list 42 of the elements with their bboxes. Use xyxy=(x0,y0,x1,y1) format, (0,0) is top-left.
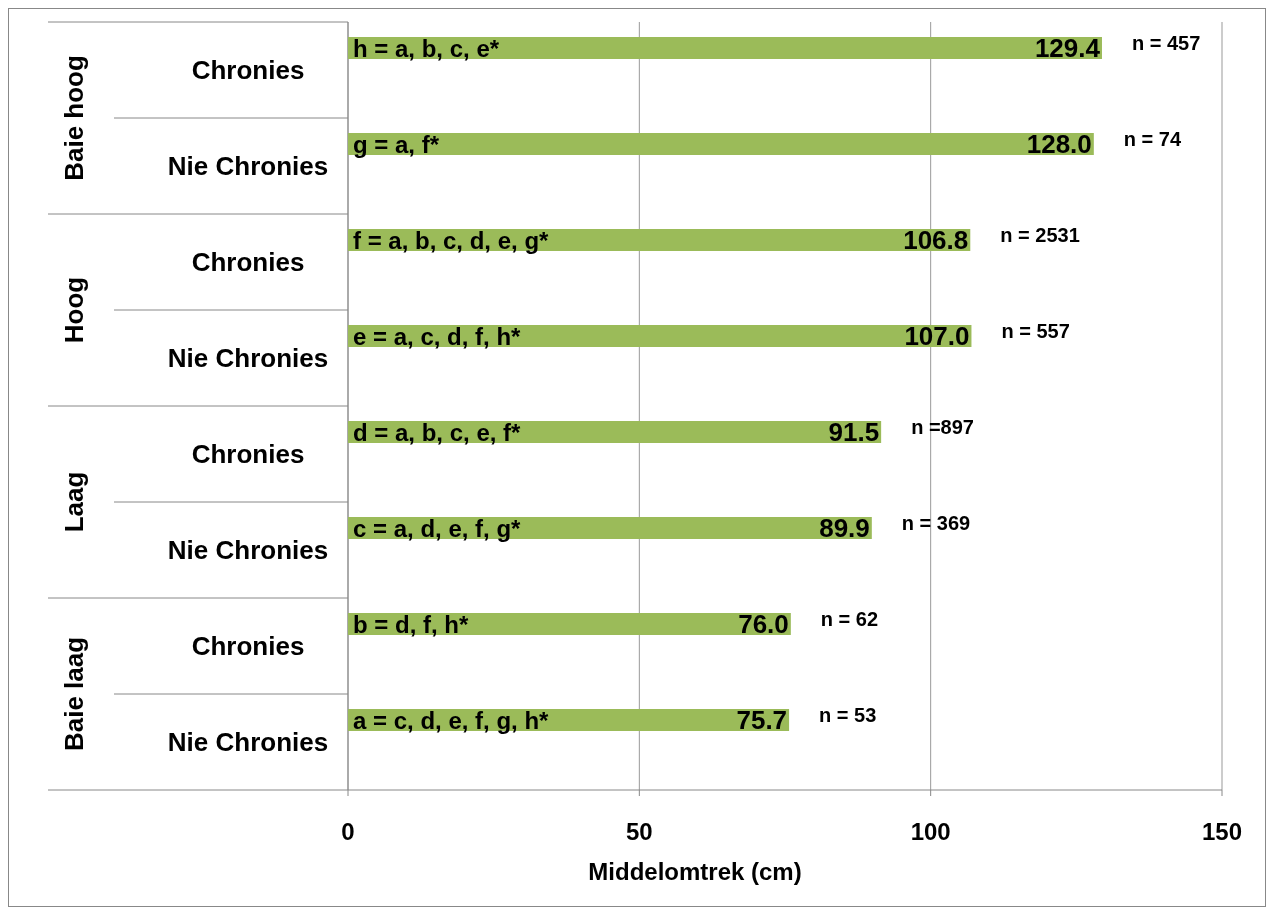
text: Hoog xyxy=(59,276,89,344)
y-tick-label: Chronies xyxy=(191,439,305,469)
text: Laag xyxy=(59,471,89,533)
y-tick-label: Chronies xyxy=(191,247,305,277)
annotation: h = a, b, c, e* xyxy=(353,35,500,62)
data-label: 106.8 xyxy=(903,225,969,255)
x-tick-label: 150 xyxy=(1201,818,1243,845)
data-label: 76.0 xyxy=(738,609,789,639)
x-tick-label: 50 xyxy=(625,818,653,845)
data-label: 75.7 xyxy=(736,705,788,735)
y-tick-label: Nie Chronies xyxy=(167,727,329,757)
y-tick-label: Nie Chronies xyxy=(167,151,329,181)
y-tick-label: Chronies xyxy=(191,631,305,661)
x-tick-label: 100 xyxy=(910,818,951,845)
annotation: n = 457 xyxy=(1131,32,1201,54)
annotation: g = a, f* xyxy=(353,131,440,158)
bar xyxy=(348,37,1102,59)
text: Baie hoog xyxy=(59,55,89,181)
y-tick-label: Chronies xyxy=(191,55,305,85)
annotation: e = a, c, d, f, h* xyxy=(353,323,522,350)
text: Baie laag xyxy=(59,636,89,752)
annotation: n = 53 xyxy=(819,704,877,726)
annotation: n = 62 xyxy=(820,608,879,630)
data-label: 128.0 xyxy=(1026,129,1092,159)
y-tick-label: Nie Chronies xyxy=(167,535,329,565)
annotation: a = c, d, e, f, g, h* xyxy=(353,707,550,734)
annotation: n = 2531 xyxy=(1000,224,1080,246)
annotation: n =897 xyxy=(911,416,974,438)
annotation: n = 557 xyxy=(1001,320,1070,342)
x-tick-label: 0 xyxy=(341,818,355,845)
annotation: c = a, d, e, f, g* xyxy=(353,515,522,542)
y-tick-label: Nie Chronies xyxy=(167,343,329,373)
data-label: 89.9 xyxy=(819,513,870,543)
x-axis-title: Middelomtrek (cm) xyxy=(588,858,802,885)
annotation: f = a, b, c, d, e, g* xyxy=(353,227,550,254)
data-label: 107.0 xyxy=(904,321,970,351)
annotation: n = 369 xyxy=(901,512,971,534)
data-label: 129.4 xyxy=(1034,33,1101,63)
annotation: d = a, b, c, e, f* xyxy=(353,419,522,446)
data-label: 91.5 xyxy=(828,417,880,447)
annotation: n = 74 xyxy=(1123,128,1182,150)
annotation: b = d, f, h* xyxy=(353,611,469,638)
